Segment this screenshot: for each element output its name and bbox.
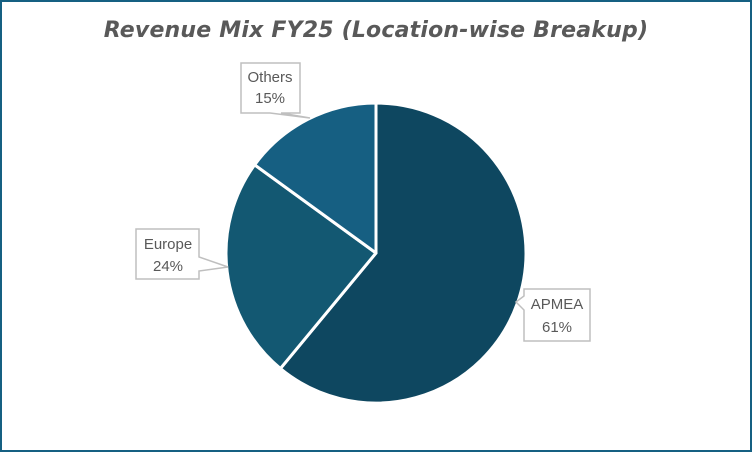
callout-apmea: APMEA 61% [514,288,591,342]
callout-others: Others 15% [240,62,311,119]
label-others-value: 15% [255,90,285,107]
pie-slices [224,101,528,405]
label-europe-name: Europe [144,236,192,253]
label-apmea-name: APMEA [531,296,584,313]
label-europe-value: 24% [153,258,183,275]
label-apmea-value: 61% [542,319,572,336]
pie-slice-europe [224,163,378,371]
pie-slice-others [253,101,378,255]
chart-title: Revenue Mix FY25 (Location-wise Breakup) [103,18,649,43]
label-others-name: Others [247,69,292,86]
callout-europe: Europe 24% [135,228,229,280]
